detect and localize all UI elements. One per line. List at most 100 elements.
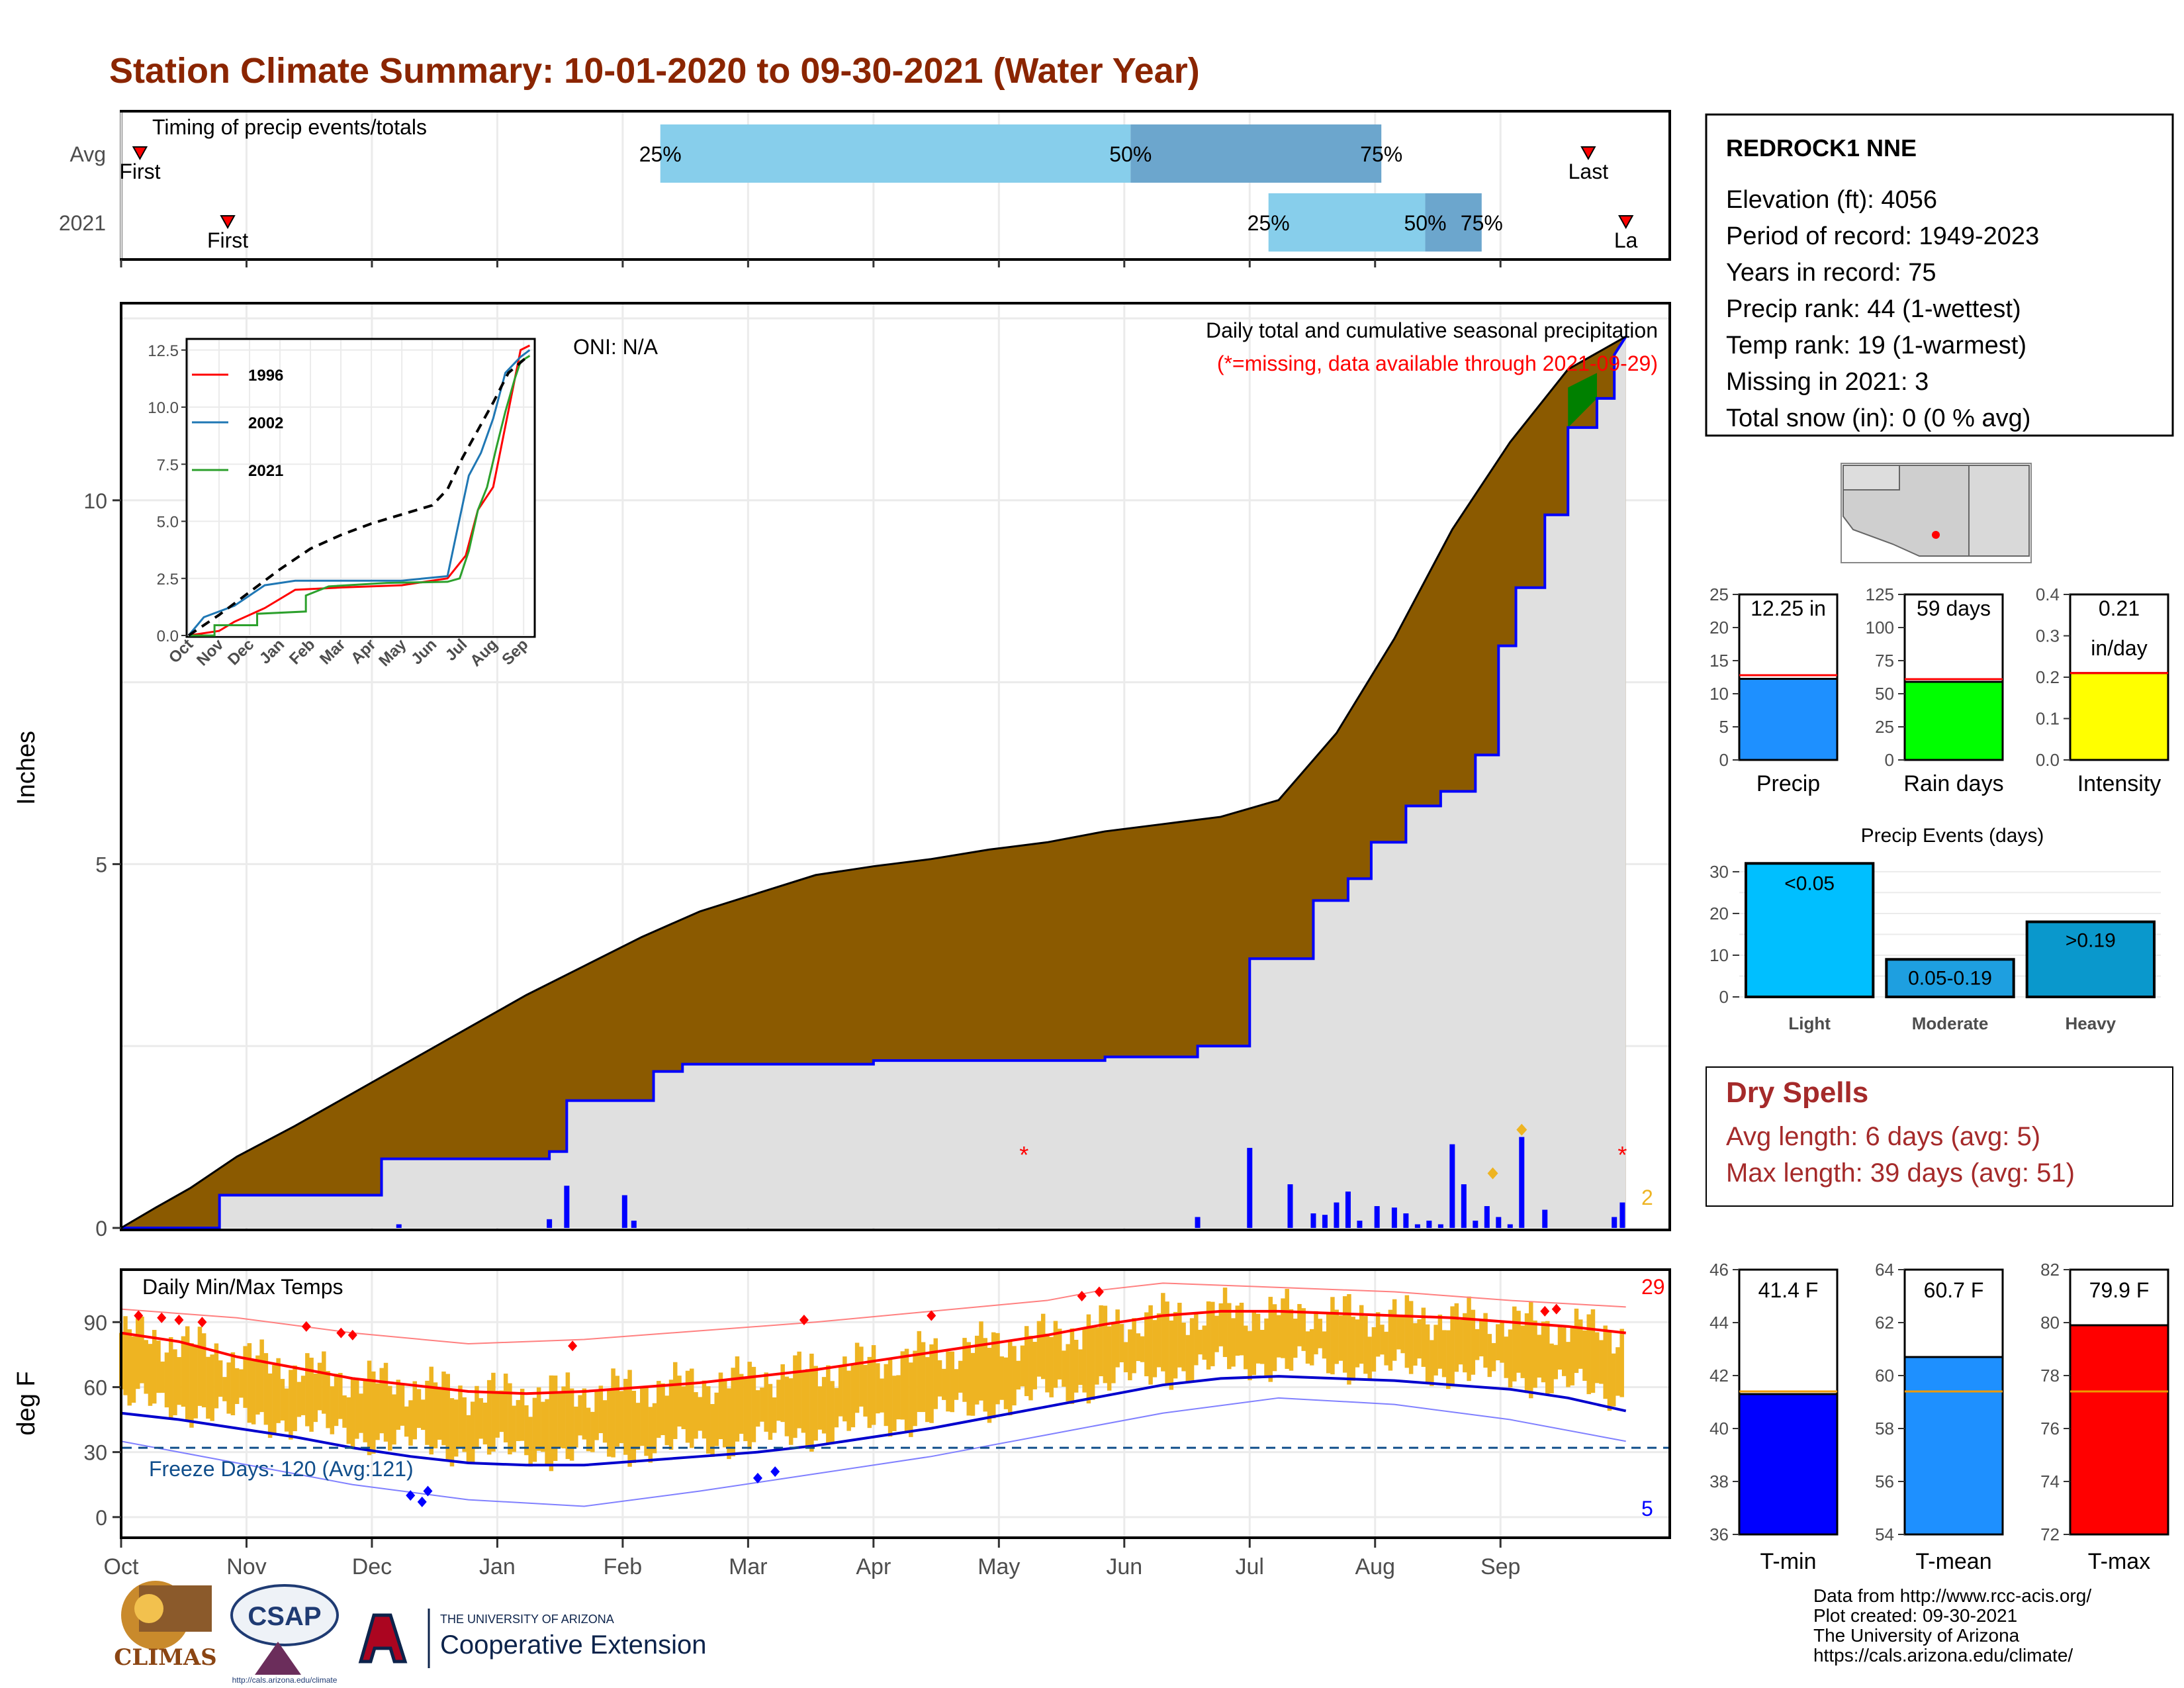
daily-temp-range-bar	[1574, 1308, 1579, 1374]
ua-a-mark	[358, 1613, 408, 1664]
daily-temp-range-bar	[755, 1390, 760, 1427]
temp-summary-label: T-min	[1760, 1549, 1817, 1574]
daily-temp-range-bar	[664, 1395, 670, 1446]
daily-temp-range-bar	[995, 1333, 1000, 1405]
daily-temp-range-bar	[1380, 1325, 1385, 1355]
daily-temp-range-bar	[255, 1355, 260, 1415]
daily-temp-range-bar	[1281, 1298, 1285, 1358]
daily-temp-range-bar	[1586, 1314, 1591, 1395]
daily-temp-range-bar	[520, 1388, 525, 1441]
daily-temp-range-bar	[681, 1386, 686, 1429]
daily-temp-range-bar	[966, 1342, 972, 1416]
daily-temp-range-bar	[561, 1386, 566, 1449]
daily-temp-range-bar	[987, 1348, 992, 1423]
daily-temp-range-bar	[569, 1388, 574, 1461]
daily-temp-range-bar	[1024, 1326, 1029, 1397]
precip-y-tick-label: 0	[95, 1217, 107, 1241]
temp-summary-tick-label: 44	[1709, 1313, 1729, 1333]
daily-temp-range-bar	[259, 1339, 264, 1413]
daily-temp-range-bar	[946, 1351, 950, 1412]
daily-temp-range-bar	[1053, 1321, 1058, 1388]
daily-temp-range-bar	[1264, 1318, 1269, 1377]
daily-precip-bar	[631, 1221, 637, 1228]
daily-temp-range-bar	[1454, 1303, 1459, 1372]
daily-temp-range-bar	[805, 1369, 810, 1447]
daily-temp-range-bar	[1057, 1329, 1062, 1380]
daily-temp-range-bar	[226, 1362, 231, 1414]
daily-temp-range-bar	[1020, 1345, 1025, 1387]
daily-temp-range-bar	[1392, 1299, 1397, 1361]
daily-temp-range-bar	[1566, 1342, 1570, 1387]
daily-temp-range-bar	[383, 1362, 388, 1442]
timing-row-2021-label: 2021	[59, 211, 106, 235]
temp-summary-tick-label: 56	[1875, 1472, 1894, 1491]
daily-temp-range-bar	[821, 1377, 827, 1434]
daily-temp-range-bar	[1111, 1323, 1116, 1383]
freeze-days-label: Freeze Days: 120 (Avg:121)	[149, 1457, 414, 1481]
daily-temp-range-bar	[1537, 1335, 1542, 1378]
daily-temp-range-bar	[1582, 1330, 1587, 1381]
month-tick-label: Apr	[856, 1554, 891, 1579]
daily-temp-range-bar	[1251, 1312, 1257, 1376]
daily-temp-range-bar	[140, 1316, 144, 1383]
summary-bar-tick-label: 25	[1875, 717, 1894, 737]
timing-q25-q50-bar	[660, 124, 1131, 183]
temp-y-tick-label: 30	[83, 1441, 107, 1465]
daily-temp-range-bar	[627, 1370, 632, 1467]
daily-temp-range-bar	[1590, 1309, 1596, 1393]
temp-summary-tick-label: 72	[2040, 1524, 2060, 1544]
daily-temp-range-bar	[412, 1381, 417, 1440]
daily-temp-range-bar	[449, 1398, 455, 1467]
daily-temp-range-bar	[1479, 1319, 1484, 1357]
daily-temp-range-bar	[1301, 1308, 1306, 1351]
daily-temp-range-bar	[267, 1373, 273, 1438]
daily-precip-bar	[1374, 1206, 1380, 1228]
timing-q25-label: 25%	[1248, 211, 1290, 235]
daily-temp-range-bar	[1161, 1293, 1165, 1372]
daily-temp-range-bar	[887, 1358, 893, 1437]
daily-precip-bar	[1334, 1202, 1340, 1228]
record-high-marker	[799, 1315, 809, 1325]
daily-temp-range-bar	[657, 1381, 661, 1438]
events-body: 0 10 20 30 <0.05 Light 0.05-0.19 Moderate >0.19 H…	[1709, 859, 2161, 1033]
daily-temp-range-bar	[1152, 1320, 1158, 1378]
daily-temp-range-bar	[698, 1397, 702, 1431]
daily-temp-range-bar	[830, 1381, 835, 1443]
daily-temp-range-bar	[1099, 1305, 1103, 1377]
daily-precip-bar	[1437, 1224, 1443, 1228]
daily-temp-range-bar	[1355, 1319, 1360, 1368]
daily-temp-range-bar	[441, 1371, 446, 1446]
daily-temp-range-bar	[660, 1383, 665, 1436]
daily-temp-range-bar	[1508, 1329, 1513, 1388]
daily-temp-range-bar	[710, 1404, 715, 1457]
daily-temp-range-bar	[1545, 1321, 1550, 1394]
daily-temp-range-bar	[396, 1380, 401, 1430]
daily-precip-bar	[1449, 1144, 1455, 1228]
month-tick-label: Jun	[1106, 1554, 1142, 1579]
record-min-line	[120, 1397, 1626, 1507]
daily-temp-range-bar	[127, 1329, 132, 1406]
daily-temp-range-bar	[1417, 1319, 1422, 1359]
daily-temp-range-bar	[516, 1399, 521, 1442]
timing-q50-label: 50%	[1404, 211, 1447, 235]
daily-temp-range-bar	[1028, 1335, 1033, 1401]
summary-bar	[2069, 672, 2169, 761]
daily-temp-range-bar	[1619, 1329, 1624, 1397]
daily-temp-range-bar	[1239, 1302, 1244, 1356]
daily-temp-range-bar	[764, 1372, 768, 1432]
daily-temp-range-bar	[1119, 1324, 1124, 1362]
daily-temp-range-bar	[1371, 1327, 1377, 1372]
chart-title: Station Climate Summary: 10-01-2020 to 0…	[109, 51, 1200, 91]
daily-temp-range-bar	[1491, 1342, 1496, 1372]
inset-legend-label: 1996	[248, 367, 283, 385]
first-event-label: First	[207, 228, 248, 252]
daily-temp-range-bar	[1107, 1326, 1112, 1391]
daily-temp-range-bar	[863, 1364, 868, 1417]
daily-temp-range-bar	[131, 1336, 136, 1403]
record-low-marker	[770, 1466, 780, 1477]
daily-temp-range-bar	[1375, 1312, 1381, 1357]
daily-temp-range-bar	[1276, 1315, 1281, 1358]
daily-temp-range-bar	[1615, 1347, 1620, 1396]
temp-summary-tick-label: 54	[1875, 1524, 1894, 1544]
daily-temp-range-bar	[867, 1356, 872, 1429]
